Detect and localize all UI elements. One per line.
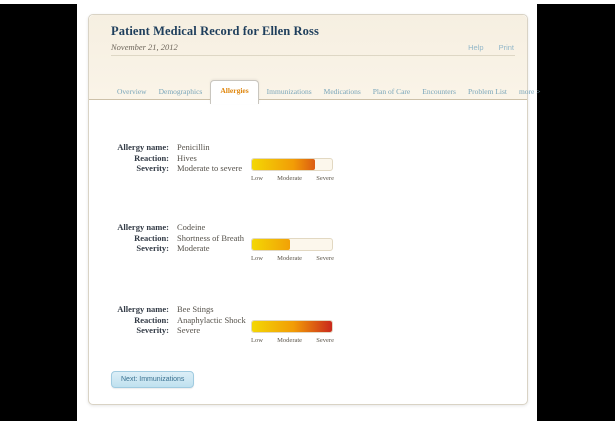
reaction-label: Reaction: [134, 152, 169, 163]
severity-widget: Low Moderate Severe [251, 320, 335, 344]
severity-value: Severe [177, 325, 201, 335]
next-immunizations-button[interactable]: Next: Immunizations [111, 371, 195, 388]
reaction-value: Anaphylactic Shock [177, 314, 246, 325]
reaction-value: Shortness of Breath [177, 232, 245, 243]
allergy-name-label: Allergy name: [117, 222, 169, 232]
tab-more[interactable]: more > [518, 87, 541, 96]
allergy-entry: Allergy name: Bee Stings Reaction: Anaph… [89, 304, 527, 364]
severity-scale-label: Low [251, 255, 263, 262]
tab-plan-of-care[interactable]: Plan of Care [372, 87, 411, 96]
tab-bar: Overview Demographics Allergies Immunizatio… [111, 80, 546, 104]
allergy-name-value: Bee Stings [177, 304, 214, 314]
record-date: November 21, 2012 [111, 42, 178, 52]
tab-immunizations[interactable]: Immunizations [266, 87, 312, 96]
severity-scale-label: Severe [316, 175, 334, 182]
header-divider [111, 55, 515, 56]
severity-scale-label: Low [251, 175, 263, 182]
severity-bar-track [251, 238, 333, 251]
allergy-name-label: Allergy name: [117, 142, 169, 152]
letterbox-left [0, 4, 77, 421]
reaction-label: Reaction: [134, 314, 169, 325]
severity-bar-fill [252, 321, 332, 332]
tab-overview[interactable]: Overview [117, 87, 147, 96]
allergy-fields: Allergy name: Codeine Reaction: Shortnes… [111, 222, 244, 254]
severity-bar-track [251, 158, 333, 171]
severity-scale-label: Moderate [277, 255, 303, 262]
severity-value: Moderate to severe [177, 163, 243, 173]
print-link[interactable]: Print [498, 43, 514, 52]
reaction-label: Reaction: [134, 232, 169, 243]
severity-label: Severity: [136, 163, 169, 173]
page-title: Patient Medical Record for Ellen Ross [111, 24, 319, 38]
severity-label: Severity: [136, 243, 169, 253]
header-links: Help Print [468, 43, 514, 52]
card-header: Patient Medical Record for Ellen Ross No… [89, 15, 540, 104]
tab-demographics[interactable]: Demographics [158, 87, 203, 96]
allergy-fields: Allergy name: Penicillin Reaction: Hives… [111, 142, 242, 174]
allergy-name-label: Allergy name: [117, 304, 169, 314]
patient-record-card: Patient Medical Record for Ellen Ross No… [88, 14, 540, 405]
severity-scale: Low Moderate Severe [251, 337, 334, 344]
allergy-entry: Allergy name: Codeine Reaction: Shortnes… [89, 222, 527, 282]
reaction-value: Hives [177, 152, 197, 163]
allergy-name-value: Codeine [177, 222, 206, 232]
help-link[interactable]: Help [468, 43, 484, 52]
tab-medications[interactable]: Medications [323, 87, 361, 96]
allergy-entry: Allergy name: Penicillin Reaction: Hives… [89, 142, 527, 202]
severity-bar-track [251, 320, 333, 333]
tab-encounters[interactable]: Encounters [422, 87, 456, 96]
severity-bar-fill [252, 239, 291, 250]
severity-scale-label: Severe [316, 255, 334, 262]
allergy-fields: Allergy name: Bee Stings Reaction: Anaph… [111, 304, 246, 336]
tab-problem-list[interactable]: Problem List [467, 87, 507, 96]
severity-value: Moderate [177, 243, 210, 253]
card-body: Allergy name: Penicillin Reaction: Hives… [89, 100, 527, 404]
tab-allergies[interactable]: Allergies [210, 80, 259, 104]
severity-scale-label: Severe [316, 337, 334, 344]
severity-scale-label: Moderate [277, 337, 303, 344]
severity-label: Severity: [136, 325, 169, 335]
severity-bar-fill [252, 159, 316, 170]
allergy-name-value: Penicillin [177, 142, 210, 152]
severity-widget: Low Moderate Severe [251, 238, 335, 262]
severity-scale-label: Moderate [277, 175, 303, 182]
letterbox-right [537, 4, 615, 421]
severity-scale: Low Moderate Severe [251, 255, 334, 262]
severity-widget: Low Moderate Severe [251, 158, 335, 182]
severity-scale: Low Moderate Severe [251, 175, 334, 182]
severity-scale-label: Low [251, 337, 263, 344]
